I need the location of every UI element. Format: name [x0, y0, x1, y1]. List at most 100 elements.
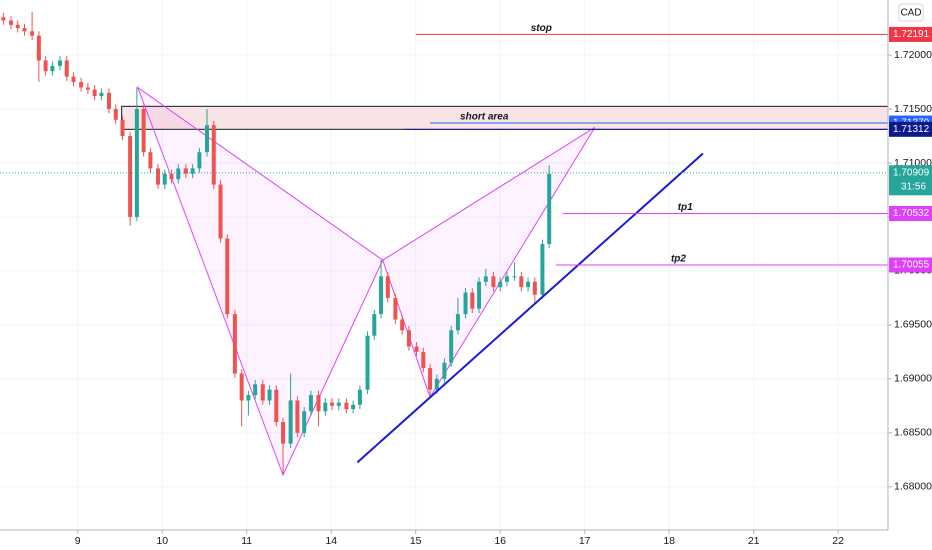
candle-body [218, 184, 223, 239]
x-tick-label: 11 [241, 535, 252, 547]
candle-body [253, 384, 258, 396]
candle-body [336, 402, 341, 406]
candle-body [540, 243, 545, 295]
candle-body [30, 31, 35, 36]
candle-body [8, 20, 13, 25]
candle-body [281, 422, 286, 444]
y-tick-label: 1.72000 [894, 49, 932, 61]
price-tag [889, 121, 932, 137]
candle-body [400, 319, 405, 331]
countdown: 31:56 [901, 181, 926, 192]
x-tick-label: 22 [832, 535, 844, 547]
candle-body [470, 292, 475, 309]
candle-body [232, 314, 237, 374]
candle-body [330, 402, 335, 406]
candle-body [22, 28, 27, 32]
candle-body [79, 82, 84, 88]
level-name: stop [531, 23, 552, 34]
candle-body [421, 351, 426, 369]
price-tag [889, 26, 932, 42]
candle-body [176, 168, 181, 180]
candle-body [169, 173, 174, 180]
candle-body [357, 389, 362, 405]
candle-body [379, 276, 384, 315]
candle-body [477, 281, 482, 309]
current-price-tag [889, 165, 932, 196]
candle-body [295, 400, 300, 433]
candle-body [36, 35, 41, 61]
level-name: tp1 [678, 202, 693, 213]
price-tag-label: 1.71312 [893, 124, 930, 135]
x-tick-label: 16 [494, 535, 506, 547]
candle-body [372, 314, 377, 336]
candle-body [483, 276, 488, 282]
candle-body [64, 60, 69, 77]
candle-body [106, 92, 111, 110]
y-tick-label: 1.71500 [894, 103, 932, 115]
candle-body [211, 125, 216, 185]
candle-body [141, 109, 146, 153]
candle-body [365, 335, 370, 390]
candle-body [491, 276, 496, 288]
candle-body [113, 109, 118, 120]
price-tag [889, 257, 932, 273]
candle-body [498, 281, 503, 288]
candle-body [351, 404, 356, 410]
candle-body [504, 276, 509, 282]
price-tag-label: 1.70532 [893, 208, 930, 219]
candle-body [71, 76, 76, 83]
candle-body [434, 378, 439, 390]
candle-body [323, 402, 328, 412]
x-tick-label: 15 [410, 535, 422, 547]
candle-body [260, 384, 265, 401]
candle-body [274, 389, 279, 423]
candle-body [463, 292, 468, 315]
candle-body [239, 373, 244, 401]
plot-area: stop short area tp1 tp2 [0, 11, 888, 477]
candle-body [85, 87, 90, 90]
candle-body [512, 276, 517, 278]
x-tick-label: 9 [75, 535, 81, 547]
candle-body [406, 330, 411, 347]
candle-body [385, 276, 390, 298]
candle-body [155, 168, 160, 185]
candle-body [393, 297, 398, 320]
candle-body [162, 173, 167, 185]
trendline [356, 152, 704, 464]
candle-body [428, 368, 433, 390]
candle-body [344, 402, 349, 410]
candle-body [120, 119, 125, 137]
currency: CAD [900, 8, 921, 19]
y-tick-label: 1.68500 [894, 427, 932, 439]
candle-body [148, 152, 153, 169]
candle-body [414, 346, 419, 352]
candle-body [547, 173, 552, 244]
x-tick-label: 17 [579, 535, 591, 547]
candle-body [99, 92, 104, 97]
candle-body [134, 109, 139, 217]
pattern-xab [136, 86, 384, 477]
axes: 1.680001.685001.690001.695001.700001.705… [75, 49, 932, 547]
level-name: short area [460, 112, 509, 123]
candle-body [455, 314, 460, 331]
candle-body [225, 238, 230, 315]
currency-badge[interactable] [898, 3, 924, 22]
x-tick-label: 21 [748, 535, 760, 547]
x-tick-label: 18 [663, 535, 675, 547]
price-tag-label: 1.70055 [893, 260, 930, 271]
candle-body [519, 276, 524, 288]
candle-body [57, 60, 62, 66]
candle-body [316, 395, 321, 412]
candle-body [92, 89, 97, 97]
candle-body [205, 125, 210, 153]
level-name: tp2 [671, 254, 686, 265]
candle-body [43, 60, 48, 72]
price-tags: 1.721911.713701.713121.705321.700551.709… [889, 26, 932, 273]
candle-body [288, 400, 293, 444]
candle-body [183, 168, 188, 174]
candle-body [267, 389, 272, 401]
candle-body [15, 24, 20, 29]
